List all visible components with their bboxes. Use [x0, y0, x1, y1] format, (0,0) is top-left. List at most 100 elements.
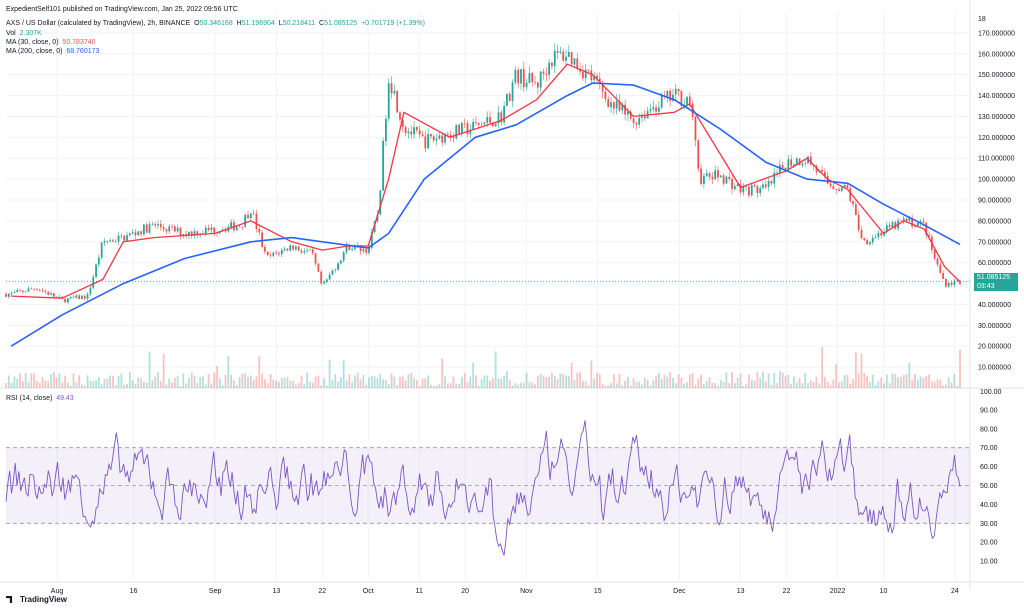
volume-bar: [840, 381, 843, 388]
volume-bar: [157, 372, 159, 388]
candle-body: [717, 170, 719, 178]
time-tick-label: 24: [951, 588, 959, 595]
candle-body: [354, 245, 356, 250]
candle-body: [50, 293, 52, 295]
candle-body: [306, 250, 309, 252]
volume-bar: [838, 382, 840, 388]
symbol-legend[interactable]: AXS / US Dollar (calculated by TradingVi…: [6, 19, 425, 28]
volume-bar: [258, 355, 261, 388]
candle-body: [213, 227, 216, 233]
volume-bar: [334, 374, 337, 388]
candle-body: [900, 220, 902, 222]
symbol-name[interactable]: AXS / US Dollar (calculated by TradingVi…: [6, 20, 191, 27]
volume-bar: [854, 352, 857, 388]
ma30-label[interactable]: MA (30, close, 0): [6, 39, 59, 46]
volume-bar: [914, 373, 916, 388]
volume-bar: [438, 384, 441, 388]
volume-bar: [241, 373, 244, 388]
candle-body: [607, 99, 610, 108]
volume-legend[interactable]: Vol 2.307K: [6, 29, 42, 38]
rsi-tick-label: 10.00: [980, 559, 998, 566]
volume-label[interactable]: Vol: [6, 30, 16, 37]
published-text: ExpedientSelf101 published on TradingVie…: [6, 6, 238, 13]
candle-body: [159, 223, 162, 228]
volume-bar: [809, 380, 812, 388]
tradingview-logo[interactable]: TradingView: [6, 595, 67, 604]
rsi-legend[interactable]: RSI (14, close) 49.43: [6, 394, 74, 403]
candle-body: [838, 189, 840, 191]
candle-body: [688, 96, 691, 104]
close-label: C: [319, 20, 325, 27]
volume-bar: [759, 377, 762, 388]
volume-bar: [218, 378, 221, 388]
volume-bar: [829, 384, 832, 388]
candle-body: [885, 225, 888, 233]
candle-body: [249, 213, 252, 219]
candle-body: [508, 93, 511, 101]
candle-body: [278, 253, 280, 255]
volume-bar: [860, 353, 863, 388]
volume-bar: [649, 385, 652, 388]
volume-bar: [385, 379, 387, 388]
rsi-label[interactable]: RSI (14, close): [6, 395, 53, 402]
price-tick-label: 30.000000: [978, 323, 1011, 330]
volume-bar: [289, 380, 292, 388]
volume-bar: [69, 385, 72, 388]
candle-body: [596, 75, 598, 79]
volume-bar: [643, 377, 646, 388]
volume-bar: [120, 373, 123, 388]
volume-bar: [159, 380, 162, 388]
volume-bar: [680, 377, 683, 388]
volume-bar: [528, 382, 531, 388]
volume-bar: [778, 371, 781, 388]
candle-body: [666, 90, 669, 97]
volume-bar: [21, 381, 24, 388]
volume-bar: [660, 379, 663, 388]
volume-bar: [294, 384, 297, 388]
volume-bar: [590, 360, 593, 388]
candle-body: [387, 83, 390, 119]
candle-body: [762, 184, 764, 189]
candle-body: [401, 119, 404, 128]
candle-body: [942, 272, 945, 279]
volume-bar: [230, 374, 233, 388]
ma30-legend[interactable]: MA (30, close, 0) 50.783740: [6, 38, 96, 47]
candle-body: [590, 70, 593, 81]
candle-body: [809, 156, 812, 165]
volume-bar: [787, 375, 790, 388]
price-tick-label: 80.000000: [978, 218, 1011, 225]
volume-bar: [666, 376, 669, 388]
candle-body: [432, 136, 435, 141]
candle-body: [908, 217, 911, 221]
volume-bar: [635, 382, 638, 388]
volume-bar: [953, 374, 956, 388]
volume-bar: [497, 378, 500, 388]
volume-bar: [506, 370, 508, 388]
volume-bar: [182, 373, 185, 388]
candle-body: [773, 172, 776, 184]
candle-body: [567, 51, 570, 57]
volume-bar: [697, 378, 700, 388]
candle-body: [247, 214, 249, 219]
price-tick-label: 60.000000: [978, 260, 1011, 267]
candle-body: [919, 221, 922, 224]
candle-body: [902, 218, 905, 221]
candle-body: [148, 224, 151, 233]
ma200-legend[interactable]: MA (200, close, 0) 68.760173: [6, 47, 99, 56]
volume-bar: [165, 384, 168, 388]
candle-body: [674, 88, 677, 95]
candle-body: [725, 176, 728, 184]
candle-body: [573, 58, 576, 65]
volume-bar: [460, 377, 463, 388]
candle-body: [486, 117, 489, 123]
candle-body: [455, 124, 458, 139]
volume-bar: [480, 379, 483, 388]
volume-bar: [272, 379, 275, 388]
volume-bar: [179, 385, 182, 388]
candle-body: [362, 248, 365, 252]
volume-bar: [877, 381, 880, 388]
candle-body: [705, 173, 708, 176]
ma200-label[interactable]: MA (200, close, 0): [6, 48, 63, 55]
candle-body: [331, 270, 334, 275]
candle-body: [264, 246, 266, 252]
